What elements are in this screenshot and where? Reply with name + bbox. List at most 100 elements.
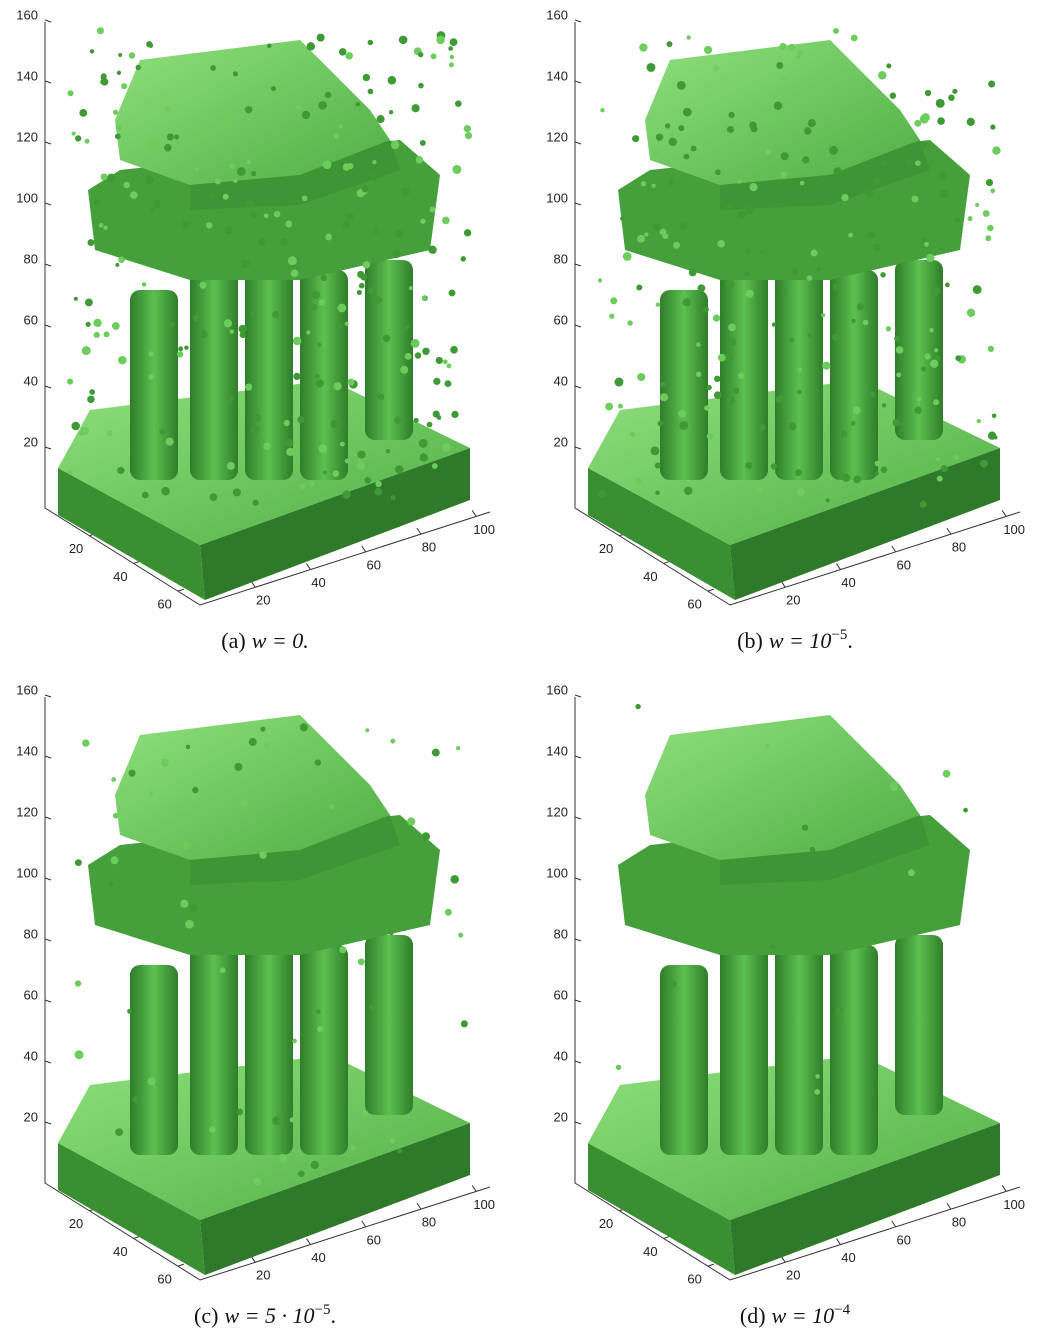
speckle [118, 256, 125, 263]
speckle [703, 306, 709, 312]
speckle [744, 272, 749, 277]
speckle [655, 490, 660, 495]
column [720, 945, 768, 1155]
speckle [142, 492, 149, 499]
speckle [939, 172, 947, 180]
speckle [937, 476, 943, 482]
speckle [892, 419, 900, 427]
z-tick-label: 100 [546, 865, 568, 880]
speckle [667, 41, 673, 47]
speckle [334, 134, 339, 139]
speckle [362, 1111, 368, 1117]
y-tick-label: 100 [1003, 1197, 1025, 1212]
speckle [637, 235, 645, 243]
y-tick-label: 60 [366, 557, 380, 572]
speckle [878, 71, 886, 79]
speckle [450, 38, 458, 46]
speckle [816, 267, 821, 272]
speckle [653, 223, 661, 231]
speckle [455, 100, 462, 107]
column [660, 965, 708, 1155]
speckle [811, 250, 818, 257]
y-tick-label: 80 [952, 540, 966, 555]
z-tick-label: 60 [554, 987, 568, 1002]
speckle [148, 351, 153, 356]
speckle [727, 126, 734, 133]
speckle [365, 728, 369, 732]
speckle [598, 490, 606, 498]
speckle [963, 808, 968, 813]
speckle [93, 319, 101, 327]
speckle [252, 500, 258, 506]
speckle [749, 122, 757, 130]
speckle [436, 357, 443, 364]
speckle [363, 74, 370, 81]
speckle [259, 851, 266, 858]
x-tick-label: 40 [113, 1244, 127, 1259]
speckle [368, 287, 375, 294]
speckle [115, 263, 119, 267]
speckle [239, 325, 247, 333]
speckle [728, 112, 734, 118]
speckle [886, 63, 891, 68]
x-tick-label: 20 [69, 1216, 83, 1231]
speckle [967, 309, 975, 317]
speckle [74, 297, 78, 301]
speckle [272, 1116, 281, 1125]
speckle [842, 474, 850, 482]
tick-mark [892, 546, 896, 552]
tick-mark [575, 1061, 581, 1063]
speckle [375, 481, 381, 487]
column [300, 945, 348, 1155]
column [245, 940, 293, 1155]
speckle [955, 355, 961, 361]
speckle [302, 195, 308, 201]
speckle [332, 234, 336, 238]
speckle [184, 345, 188, 349]
speckle [400, 366, 408, 374]
speckle [315, 759, 321, 765]
speckle [433, 378, 440, 385]
speckle [199, 282, 206, 289]
speckle [442, 443, 451, 452]
speckle [391, 495, 396, 500]
z-tick-label: 120 [546, 129, 568, 144]
speckle [319, 444, 328, 453]
speckle [233, 488, 241, 496]
speckle [983, 210, 990, 217]
speckle [116, 124, 122, 130]
speckle [392, 250, 400, 258]
speckle [776, 395, 784, 403]
z-tick-label: 60 [554, 312, 568, 327]
speckle [782, 289, 787, 294]
speckle [149, 791, 153, 795]
speckle [245, 106, 252, 113]
speckle [461, 256, 466, 261]
speckle [829, 146, 838, 155]
speckle [386, 449, 391, 454]
speckle [361, 185, 368, 192]
column [775, 940, 823, 1155]
tick-mark [45, 81, 51, 83]
speckle [881, 417, 887, 423]
speckle [420, 219, 425, 224]
speckle [943, 770, 951, 778]
speckle [383, 335, 390, 342]
speckle [94, 199, 100, 205]
speckle [428, 246, 436, 254]
speckle [679, 223, 687, 231]
speckle [934, 348, 938, 352]
speckle [296, 105, 301, 110]
speckle [94, 332, 100, 338]
speckle [832, 334, 840, 342]
speckle [227, 462, 235, 470]
speckle [315, 374, 320, 379]
speckle [445, 909, 452, 916]
speckle [988, 346, 994, 352]
speckle [377, 115, 385, 123]
speckle [798, 368, 802, 372]
speckle [79, 109, 87, 117]
y-tick-label: 80 [422, 1215, 436, 1230]
tick-mark [45, 1000, 51, 1002]
speckle [101, 73, 107, 79]
